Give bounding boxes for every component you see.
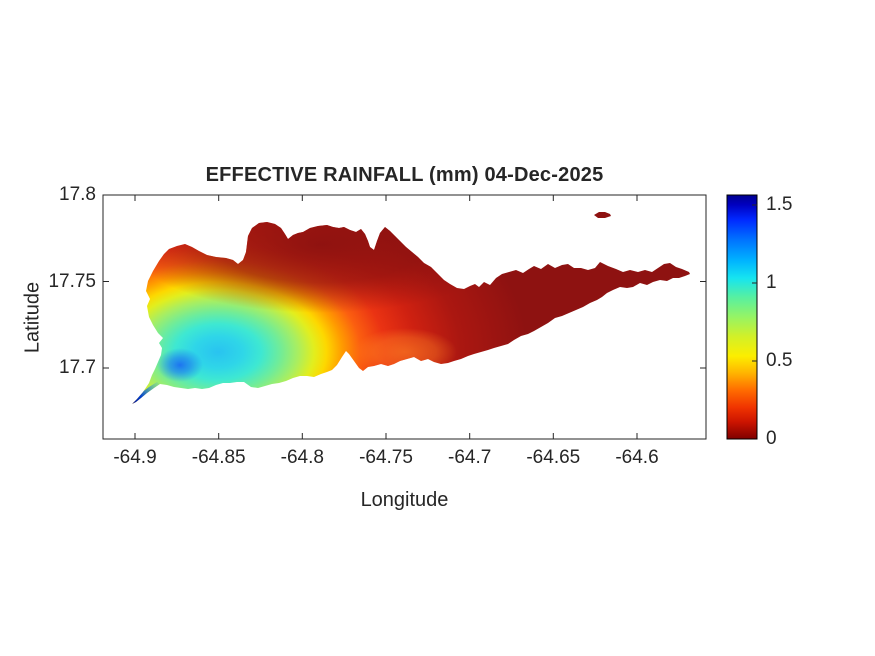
colorbar-tick-1: 1 <box>766 272 777 293</box>
axis-ticks <box>103 195 706 439</box>
x-tick-64-65: -64.65 <box>526 447 581 468</box>
y-tick-17-75: 17.75 <box>48 270 96 292</box>
plot-box <box>102 194 707 440</box>
y-tick-17-8: 17.8 <box>59 184 96 205</box>
chart-title: EFFECTIVE RAINFALL (mm) 04-Dec-2025 <box>205 164 604 186</box>
colorbar-tick-1-5: 1.5 <box>766 194 793 215</box>
x-tick-64-9: -64.9 <box>113 447 157 468</box>
rain-maximum-streak <box>132 382 161 404</box>
y-axis-label: Latitude <box>21 281 44 354</box>
island-shape <box>132 222 690 409</box>
colorbar <box>726 194 758 440</box>
colorbar-tick-0: 0 <box>766 428 777 449</box>
x-tick-64-8: -64.8 <box>280 447 324 468</box>
y-tick-17-7: 17.7 <box>59 357 96 378</box>
colorbar-ticks <box>752 204 757 362</box>
x-tick-64-75: -64.75 <box>359 447 413 468</box>
x-tick-64-85: -64.85 <box>191 447 246 468</box>
offshore-island-shape <box>594 212 611 218</box>
x-axis-label: Longitude <box>360 489 449 511</box>
x-tick-64-6: -64.6 <box>615 447 659 468</box>
colorbar-tick-0-5: 0.5 <box>766 350 793 371</box>
rain-tip-dot <box>133 405 137 409</box>
x-tick-64-7: -64.7 <box>448 447 492 468</box>
